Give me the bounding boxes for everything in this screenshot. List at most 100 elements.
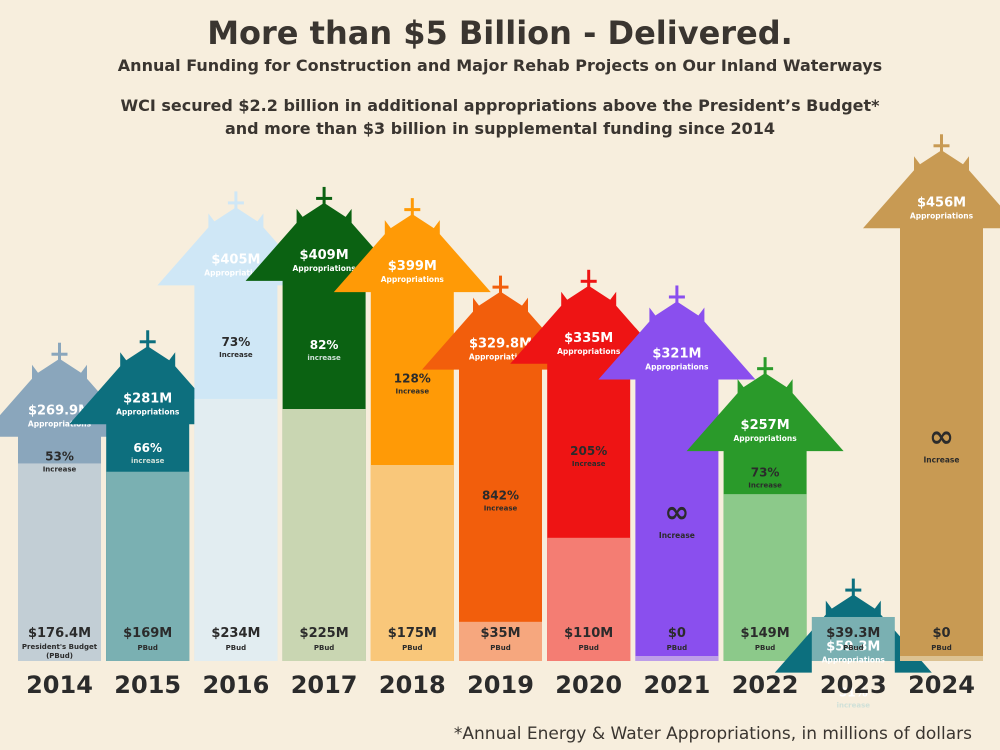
budget-bar-2023: [811, 616, 895, 661]
appropriation-value-2020: $335M: [564, 331, 613, 346]
arrow-spire-2016: [234, 191, 238, 210]
appropriation-caption-2014: Appropriations: [28, 420, 92, 429]
arrow-spire-2022: [763, 357, 767, 376]
increase-value-2020: 205%: [570, 444, 607, 458]
budget-bar-2017: [282, 409, 366, 661]
year-label-2023: 2023: [820, 671, 887, 699]
appropriation-value-2022: $257M: [741, 418, 790, 433]
increase-caption-2018: Increase: [396, 388, 430, 396]
budget-value-2014: $176.4M: [28, 626, 91, 641]
arrow-spire-bar-2021: [668, 295, 685, 299]
year-label-2016: 2016: [203, 671, 270, 699]
year-label-2017: 2017: [291, 671, 358, 699]
budget-value-2020: $110M: [564, 626, 613, 641]
budget-value-2018: $175M: [388, 626, 437, 641]
budget-caption-2015: PBud: [137, 644, 157, 652]
budget-caption-2017: PBud: [314, 644, 334, 652]
budget-value-2022: $149M: [741, 626, 790, 641]
appropriation-caption-2019: Appropriations: [469, 353, 533, 362]
budget-caption-2018: PBud: [402, 644, 422, 652]
footnote: *Annual Energy & Water Appropriations, i…: [453, 724, 972, 744]
budget-bar-2020: [547, 537, 631, 661]
budget-bar-2014: [18, 463, 101, 661]
budget-caption-2024: PBud: [931, 644, 951, 652]
appropriation-caption-2023: Appropriations: [822, 656, 886, 665]
budget-caption-2023: PBud: [843, 644, 863, 652]
increase-value-2017: 82%: [310, 338, 339, 352]
increase-caption-2020: Increase: [572, 460, 606, 468]
arrow-spire-bar-2016: [227, 201, 244, 205]
increase-value-2018: 128%: [394, 372, 431, 386]
appropriation-caption-2018: Appropriations: [381, 275, 445, 284]
arrow-spire-2019: [499, 275, 502, 294]
appropriation-arrow-2019: [422, 291, 579, 661]
budget-caption-2016: PBud: [226, 644, 246, 652]
budget-caption-2020: PBud: [578, 644, 598, 652]
arrow-spire-bar-2020: [580, 279, 597, 283]
budget-caption-2021: PBud: [667, 644, 687, 652]
increase-caption-2016: Increase: [219, 351, 253, 359]
appropriation-caption-2021: Appropriations: [645, 362, 709, 371]
year-label-2021: 2021: [644, 671, 711, 699]
arrow-spire-bar-2018: [404, 208, 421, 212]
budget-value-2024: $0: [932, 626, 950, 641]
increase-caption-2022: Increase: [748, 482, 782, 490]
budget-bar-2024: [900, 656, 983, 661]
budget-bar-2019: [459, 621, 542, 661]
appropriation-arrow-2024: [863, 150, 1000, 661]
arrow-spire-bar-2023: [845, 588, 862, 592]
budget-bar-2022: [723, 494, 807, 661]
arrow-spire-bar-2019: [492, 285, 509, 289]
appropriation-value-2016: $405M: [211, 252, 260, 267]
budget-value-2019: $35M: [480, 626, 520, 641]
increase-value-2019: 842%: [482, 489, 519, 503]
arrow-spire-2020: [587, 269, 591, 288]
appropriation-caption-2016: Appropriations: [204, 268, 268, 277]
arrow-spire-bar-2024: [933, 144, 950, 148]
increase-caption-2023: increase: [837, 702, 871, 710]
year-label-2024: 2024: [908, 671, 975, 699]
budget-value-2021: $0: [668, 626, 686, 641]
appropriation-value-2023: $59.3M: [826, 640, 880, 655]
increase-value-2023: 51%: [839, 686, 868, 700]
appropriation-value-2018: $399M: [388, 259, 437, 274]
summary-note-line-2: and more than $3 billion in supplemental…: [224, 119, 776, 138]
budget-bar-2018: [370, 465, 454, 661]
increase-value-2022: 73%: [751, 466, 780, 480]
year-label-2022: 2022: [732, 671, 799, 699]
arrow-spire-2014: [58, 342, 61, 361]
increase-caption-2021: Increase: [659, 531, 695, 540]
appropriation-caption-2015: Appropriations: [116, 407, 180, 416]
increase-caption-2014: Increase: [43, 466, 77, 474]
chart-subtitle: Annual Funding for Construction and Majo…: [117, 56, 883, 75]
increase-caption-2015: increase: [131, 457, 165, 465]
budget-caption-2019: PBud: [490, 644, 510, 652]
arrow-spire-bar-2022: [757, 367, 774, 371]
arrow-spire-2018: [410, 198, 414, 217]
appropriation-value-2021: $321M: [652, 346, 701, 361]
budget-value-2023: $39.3M: [826, 626, 880, 641]
appropriation-value-2015: $281M: [123, 391, 172, 406]
appropriation-caption-2022: Appropriations: [733, 434, 797, 443]
increase-value-2015: 66%: [133, 441, 162, 455]
arrow-spire-bar-2017: [316, 196, 333, 200]
summary-note-line-1: WCI secured $2.2 billion in additional a…: [120, 96, 880, 115]
budget-caption-2022: PBud: [755, 644, 775, 652]
arrow-spire-2015: [146, 330, 150, 349]
year-label-2019: 2019: [467, 671, 534, 699]
budget-value-2015: $169M: [123, 626, 172, 641]
arrow-spire-2024: [940, 134, 943, 153]
appropriation-caption-2024: Appropriations: [910, 211, 974, 220]
budget-bar-2016: [194, 398, 278, 661]
arrow-spire-2021: [675, 285, 679, 304]
summary-note: WCI secured $2.2 billion in additional a…: [0, 94, 1000, 140]
increase-value-2014: 53%: [45, 450, 74, 464]
budget-value-2016: $234M: [211, 626, 260, 641]
year-label-2020: 2020: [555, 671, 622, 699]
arrow-spire-bar-2014: [51, 352, 68, 356]
increase-caption-2017: increase: [307, 354, 341, 362]
increase-value-2024: ∞: [929, 420, 954, 455]
appropriation-caption-2017: Appropriations: [292, 264, 356, 273]
budget-bar-2021: [635, 656, 719, 661]
appropriation-value-2019: $329.8M: [469, 337, 532, 352]
